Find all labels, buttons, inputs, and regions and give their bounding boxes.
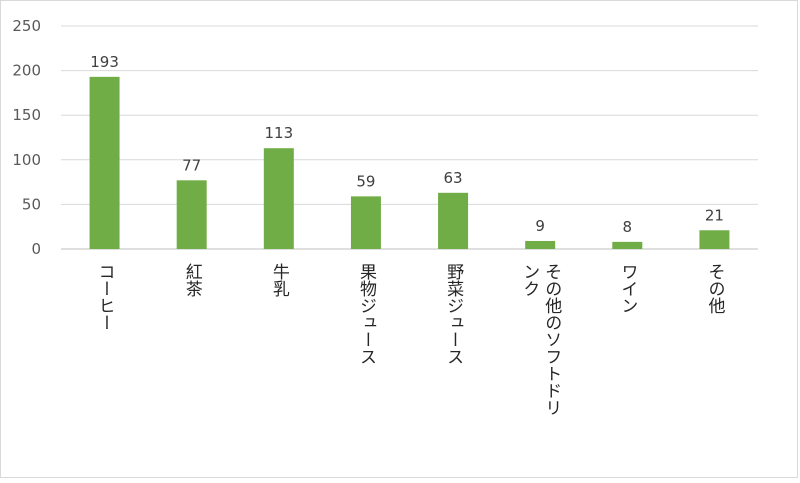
y-tick-label: 0 <box>31 240 41 258</box>
y-tick-label: 150 <box>12 106 41 124</box>
category-label: ンク <box>519 263 539 297</box>
y-tick-label: 100 <box>12 151 41 169</box>
category-label: コーヒー <box>95 263 115 331</box>
y-tick-label: 200 <box>12 62 41 80</box>
data-labels: 193 77 113 59 63 9 8 21 <box>90 53 724 236</box>
category-label: その他のソフトドリ <box>541 263 562 416</box>
data-label: 113 <box>264 124 293 142</box>
bar <box>699 230 730 249</box>
category-label: ワイン <box>617 263 637 314</box>
category-label: その他 <box>704 263 725 314</box>
data-label: 63 <box>444 169 463 187</box>
bar <box>350 196 381 249</box>
y-tick-label: 250 <box>12 17 41 35</box>
y-tick-label: 50 <box>22 195 41 213</box>
data-label: 8 <box>623 218 633 236</box>
category-label: 果物ジュース <box>356 263 377 365</box>
bar <box>263 148 294 249</box>
data-label: 9 <box>535 217 545 235</box>
bar <box>438 192 469 249</box>
category-label: 牛乳 <box>269 263 290 297</box>
bars <box>89 76 730 250</box>
data-label: 193 <box>90 53 119 71</box>
category-label: 紅茶 <box>182 263 203 297</box>
category-label: 野菜ジュース <box>443 263 464 365</box>
data-label: 59 <box>356 172 375 190</box>
data-label: 21 <box>705 206 724 224</box>
bar <box>89 76 120 250</box>
bar <box>176 180 207 249</box>
y-axis-ticks: 0 50 100 150 200 250 <box>12 17 41 258</box>
data-label: 77 <box>182 156 201 174</box>
bar <box>612 241 643 249</box>
gridlines <box>61 25 758 250</box>
bar <box>525 240 556 249</box>
